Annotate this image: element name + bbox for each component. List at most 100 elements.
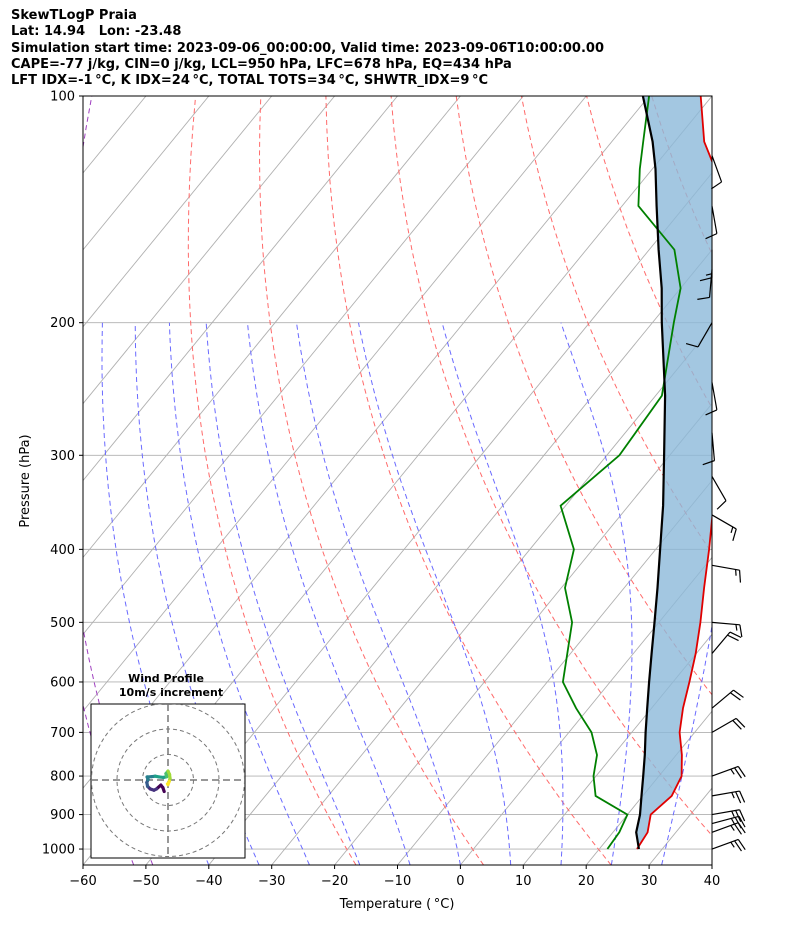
moist-adiabat: [296, 322, 461, 865]
wind-barb-flag: [697, 296, 710, 300]
wind-barb-flag: [729, 631, 742, 639]
wind-barb-half-flag: [731, 810, 735, 818]
isotherm--40: [208, 249, 712, 865]
temperature-line: [636, 96, 712, 850]
wind-barb-half-flag: [730, 841, 735, 848]
isotherm--10: [397, 479, 712, 865]
indices-line-1: CAPE=-77 j/kg, CIN=0 j/kg, LCL=950 hPa, …: [11, 56, 512, 72]
profile-lines: [559, 96, 712, 850]
x-tick-label-1: −50: [132, 874, 159, 889]
wind-barb-staff: [711, 382, 718, 410]
isotherm--130: [83, 96, 273, 328]
moist-adiabat: [247, 322, 411, 865]
x-tick-label-7: 10: [515, 874, 532, 889]
wind-barb-half-flag: [730, 825, 735, 831]
wind-barb-flag: [705, 409, 718, 416]
wind-barb-flag: [739, 790, 746, 803]
dry-adiabat: [390, 96, 712, 837]
hodograph-segment: [165, 782, 170, 787]
wind-barb-half-flag: [730, 526, 734, 534]
y-tick-label-100: 100: [50, 90, 75, 105]
wind-barb-staff: [711, 717, 737, 733]
wind-barb-flag: [738, 570, 742, 583]
wind-barb-flag: [730, 692, 741, 701]
wind-barb-staff: [711, 809, 740, 816]
wind-barb-flag: [738, 816, 746, 828]
y-tick-label-900: 900: [50, 808, 75, 823]
x-tick-label-2: −40: [195, 874, 222, 889]
x-tick-label-6: 0: [456, 874, 464, 889]
wind-barb-flag: [727, 634, 739, 642]
wind-barb-flag: [732, 719, 742, 730]
wind-barb-staff: [711, 838, 739, 850]
dry-adiabat: [782, 96, 794, 865]
moist-adiabat: [358, 322, 512, 865]
isotherm-0: [460, 556, 712, 865]
wind-barb-half-flag: [705, 273, 713, 276]
cape-area: [636, 96, 712, 849]
wind-barb-flag: [699, 277, 713, 282]
y-tick-label-200: 200: [50, 316, 75, 331]
x-tick-label-5: −10: [384, 874, 411, 889]
x-tick-label-3: −30: [258, 874, 285, 889]
wind-barb-staff: [711, 155, 723, 183]
wind-barb-staff: [711, 621, 740, 626]
x-tick-label-4: −20: [321, 874, 348, 889]
hodograph-title: Wind Profile: [128, 672, 204, 685]
wind-barb-staff: [711, 205, 718, 234]
wind-barb-flag: [734, 817, 742, 829]
wind-barb-staff: [711, 765, 739, 777]
hodograph: [91, 704, 245, 858]
isotherm--80: [83, 96, 587, 712]
wind-barb-staff: [711, 476, 727, 501]
parcel-line: [635, 96, 667, 850]
x-tick-label-8: 20: [578, 874, 595, 889]
x-tick-label-10: 40: [704, 874, 721, 889]
wind-barb-flag: [735, 810, 742, 822]
wind-barb-staff: [711, 631, 731, 654]
wind-barb-staff: [711, 790, 740, 797]
wind-barb-flag: [737, 839, 746, 851]
wind-barb-staff: [711, 564, 740, 571]
wind-barb-staff: [711, 815, 740, 825]
wind-barb-flag: [733, 689, 744, 698]
wind-barb-flag: [732, 528, 737, 541]
x-tick-label-9: 30: [641, 874, 658, 889]
wind-barb-flag: [734, 823, 742, 835]
moist-adiabat: [168, 322, 310, 865]
wind-barb-flag: [735, 717, 746, 728]
y-tick-label-500: 500: [50, 616, 75, 631]
mixing-ratio-line: [83, 96, 154, 865]
wind-barb-flag: [685, 342, 699, 348]
isotherm--120: [83, 96, 335, 405]
wind-barb-flag: [710, 181, 722, 190]
wind-barb-flag: [734, 767, 742, 779]
y-axis-label: Pressure (hPa): [18, 434, 33, 527]
y-tick-label-1000: 1000: [42, 843, 75, 858]
wind-barb-flag: [716, 500, 727, 510]
wind-barb-flag: [705, 233, 718, 240]
x-axis-label: Temperature ( °C): [339, 897, 455, 912]
wind-barb-staff: [711, 822, 739, 833]
x-tick-label-0: −60: [69, 874, 96, 889]
wind-barb-half-flag: [735, 624, 738, 631]
dry-adiabat: [187, 96, 357, 865]
moist-adiabat: [711, 863, 712, 865]
hodograph-subtitle: 10m/s increment: [119, 686, 223, 699]
isotherm--30: [271, 326, 712, 865]
time-line: Simulation start time: 2023-09-06_00:00:…: [11, 40, 604, 56]
wind-barb-flag: [739, 624, 743, 638]
isotherm-50: [775, 96, 794, 865]
dewpoint-line: [559, 96, 682, 850]
isotherm--90: [83, 96, 524, 636]
isotherm-10: [522, 633, 712, 865]
cape-shading: [636, 96, 712, 849]
isotherm--20: [334, 402, 712, 865]
wind-barb-flag: [737, 766, 746, 778]
moist-adiabat: [661, 623, 712, 865]
wind-barb-staff: [711, 514, 737, 530]
wind-barb-flag: [735, 791, 742, 804]
wind-barb-flag: [739, 809, 746, 822]
dry-adiabat: [325, 96, 612, 865]
